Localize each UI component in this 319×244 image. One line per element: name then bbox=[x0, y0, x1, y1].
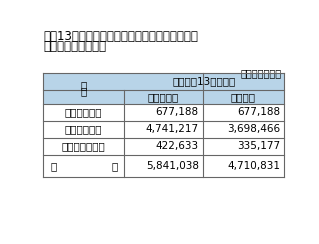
Text: 目: 目 bbox=[80, 87, 86, 97]
Text: 4,741,217: 4,741,217 bbox=[146, 124, 199, 134]
Text: 5,841,038: 5,841,038 bbox=[146, 161, 199, 171]
Text: 項: 項 bbox=[80, 81, 86, 91]
Bar bbox=[43, 90, 284, 104]
Text: 国立学校施設: 国立学校施設 bbox=[64, 107, 102, 117]
Text: 害復旧事業費・国費: 害復旧事業費・国費 bbox=[43, 40, 106, 53]
Text: 国　　費: 国 費 bbox=[231, 92, 256, 102]
Bar bbox=[43, 73, 284, 90]
Text: 677,188: 677,188 bbox=[156, 107, 199, 117]
Text: 公立学校施設: 公立学校施設 bbox=[64, 124, 102, 134]
Text: （単位：千円）: （単位：千円） bbox=[241, 68, 282, 78]
Text: 平　成　13　年　災: 平 成 13 年 災 bbox=[172, 77, 235, 87]
Text: 335,177: 335,177 bbox=[237, 141, 280, 151]
Text: 677,188: 677,188 bbox=[237, 107, 280, 117]
Text: 平成13年度予算において実施した文教施設等災: 平成13年度予算において実施した文教施設等災 bbox=[43, 30, 198, 43]
Text: 文　　化　　財: 文 化 財 bbox=[61, 141, 105, 151]
Text: 422,633: 422,633 bbox=[156, 141, 199, 151]
Text: 4,710,831: 4,710,831 bbox=[227, 161, 280, 171]
Text: 計: 計 bbox=[111, 161, 117, 171]
Text: 事　業　費: 事 業 費 bbox=[147, 92, 179, 102]
Text: 3,698,466: 3,698,466 bbox=[227, 124, 280, 134]
Text: 合: 合 bbox=[51, 161, 57, 171]
